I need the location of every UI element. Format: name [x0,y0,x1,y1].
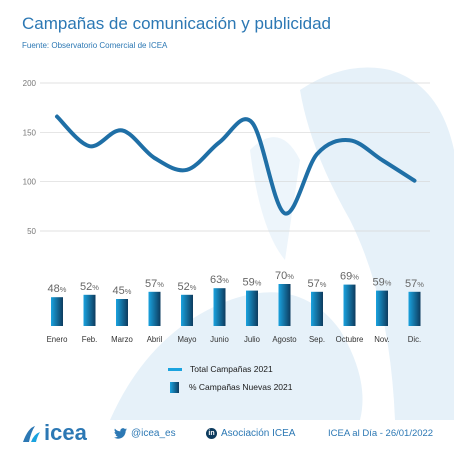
icea-logo: icea [20,420,87,446]
bar-data-label: 63% [210,274,229,286]
x-tick-label: Marzo [111,335,133,344]
linkedin-link[interactable]: in Asociación ICEA [206,428,295,439]
bar-octubre [343,284,356,326]
y-tick-label: 50 [27,227,36,236]
footer: icea @icea_es in Asociación ICEA ICEA al… [0,420,454,450]
legend-bar-swatch [170,381,179,393]
bar-data-label: 69% [340,271,359,283]
x-tick-label: Agosto [272,335,297,344]
legend: Total Campañas 2021 % Campañas Nuevas 20… [168,362,292,398]
legend-line-label: Total Campañas 2021 [190,364,273,374]
icea-logo-icon [23,426,40,442]
bar-abril [148,291,161,326]
chart-source: Fuente: Observatorio Comercial de ICEA [22,41,168,50]
bar-feb [83,294,96,326]
chart-title: Campañas de comunicación y publicidad [22,14,332,33]
x-tick-label: Enero [47,335,68,344]
twitter-handle[interactable]: @icea_es [114,428,176,439]
y-tick-label: 100 [23,178,37,187]
bar-data-label: 48% [48,283,67,295]
x-tick-label: Abril [147,335,163,344]
bar-mayo [181,294,193,326]
bar-data-label: 57% [405,278,424,290]
bar-nov [376,290,388,326]
bar-data-label: 59% [243,277,262,289]
linkedin-icon: in [206,428,217,439]
publication-date: ICEA al Día - 26/01/2022 [328,428,434,439]
bar-data-label: 52% [80,281,99,293]
bar-julio [246,290,258,326]
x-tick-label: Nov. [374,335,389,344]
x-tick-label: Octubre [336,335,364,344]
x-tick-label: Julio [244,335,261,344]
bar-marzo [116,299,128,326]
x-tick-label: Junio [210,335,229,344]
bar-agosto [278,284,291,326]
bar-data-label: 57% [145,278,164,290]
twitter-text: @icea_es [131,428,176,439]
bar-data-label: 45% [113,285,132,297]
bar-data-label: 57% [308,278,327,290]
total-campanas-line [55,114,417,216]
bar-dic [408,291,421,326]
bar-data-label: 59% [373,277,392,289]
bar-enero [51,297,63,326]
bar-junio [213,288,226,326]
legend-line-swatch [168,367,182,371]
bar-data-label: 52% [178,281,197,293]
twitter-icon [114,428,127,439]
x-tick-label: Sep. [309,335,325,344]
legend-item-line: Total Campañas 2021 [168,362,292,376]
x-tick-label: Feb. [82,335,98,344]
bar-data-label: 70% [275,270,294,282]
bar-sep [311,291,323,326]
x-tick-label: Dic. [408,335,421,344]
y-tick-label: 200 [23,79,37,88]
y-tick-label: 150 [23,128,37,137]
linkedin-text: Asociación ICEA [221,428,296,439]
x-tick-label: Mayo [177,335,197,344]
legend-item-bar: % Campañas Nuevas 2021 [168,380,292,394]
icea-logo-text: icea [44,420,87,445]
legend-bar-label: % Campañas Nuevas 2021 [189,382,293,392]
